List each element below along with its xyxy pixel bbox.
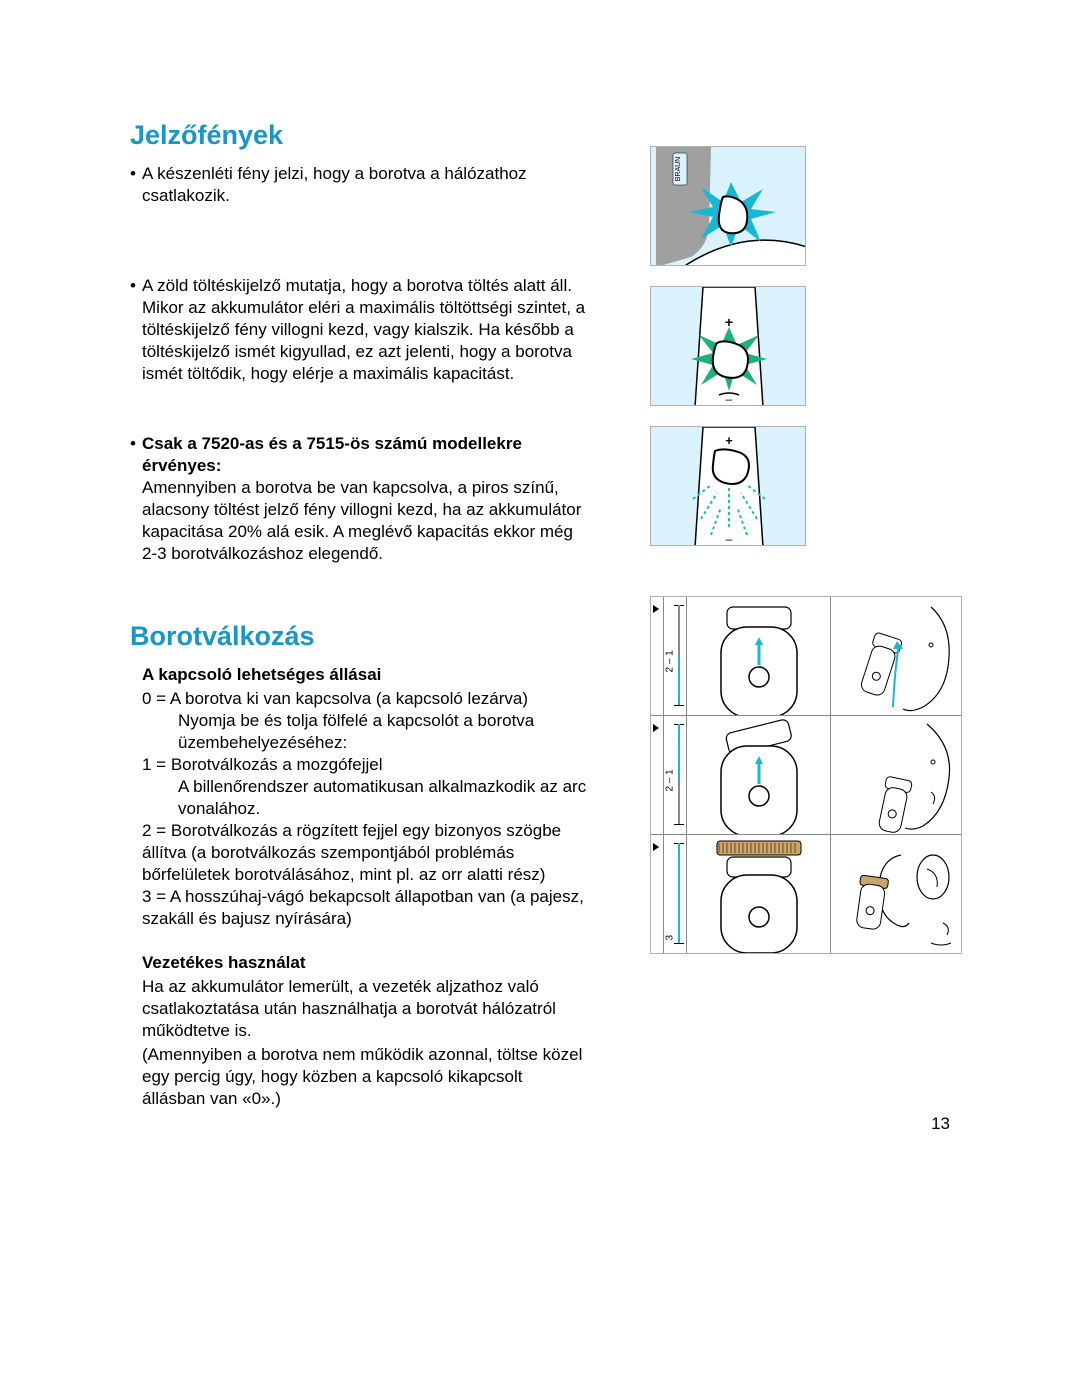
switch-position-1: 1 = Borotválkozás a mozgófejjel: [142, 754, 590, 776]
svg-text:–: –: [726, 392, 733, 406]
bullet-item: • A zöld töltéskijelző mutatja, hogy a b…: [130, 275, 590, 385]
page-number: 13: [931, 1114, 950, 1134]
scale-cell: 3: [664, 835, 687, 953]
scale-label: 2 – 1: [665, 769, 676, 791]
bullet-marker: •: [130, 275, 142, 385]
svg-text:BRAUN: BRAUN: [675, 157, 682, 182]
manual-page: Jelzőfények • A készenléti fény jelzi, h…: [0, 0, 1080, 1384]
switch-position-0: 0 = A borotva ki van kapcsolva (a kapcso…: [142, 688, 590, 710]
standby-indicator-illustration: BRAUN: [650, 146, 806, 266]
corded-subheading: Vezetékes használat: [142, 952, 590, 974]
switch-subheading: A kapcsoló lehetséges állásai: [142, 664, 590, 686]
grid-row: 2 – 1: [651, 597, 961, 716]
switch-text: 2 = Borotválkozás a rögzített fejjel egy…: [142, 820, 590, 886]
switch-text: 1 = Borotválkozás a mozgófejjel: [142, 754, 590, 776]
illustration-column: BRAUN + –: [650, 146, 960, 566]
gutter-cell: [651, 597, 664, 715]
switch-text: Nyomja be és tolja fölfelé a kapcsolót a…: [178, 710, 590, 754]
scale-label: 2 – 1: [665, 650, 676, 672]
bullet-text: Csak a 7520-as és a 7515-ös számú modell…: [142, 433, 590, 565]
charging-indicator-illustration: + –: [650, 286, 806, 406]
device-cell: [687, 597, 831, 715]
switch-position-3: 3 = A hosszúhaj-vágó bekapcsolt állapotb…: [142, 886, 590, 930]
gutter-cell: [651, 835, 664, 953]
corded-text-2: (Amennyiben a borotva nem működik azonna…: [142, 1044, 590, 1110]
face-cell: [831, 716, 961, 834]
gutter-cell: [651, 716, 664, 834]
scale-cell: 2 – 1: [664, 716, 687, 834]
switch-text: A billenőrendszer automatikusan alkalmaz…: [178, 776, 590, 820]
section-heading-shaving: Borotválkozás: [130, 621, 590, 652]
device-cell: [687, 835, 831, 953]
face-cell: [831, 597, 961, 715]
switch-position-2: 2 = Borotválkozás a rögzített fejjel egy…: [142, 820, 590, 886]
bullet-marker: •: [130, 163, 142, 207]
switch-text: 0 = A borotva ki van kapcsolva (a kapcso…: [142, 688, 590, 710]
bullet-item: • A készenléti fény jelzi, hogy a borotv…: [130, 163, 590, 207]
grid-row: 2 – 1: [651, 716, 961, 835]
device-cell: [687, 716, 831, 834]
low-charge-indicator-illustration: + –: [650, 426, 806, 546]
switch-positions-illustration: 2 – 1: [650, 596, 962, 954]
switch-position-1-detail: A billenőrendszer automatikusan alkalmaz…: [142, 776, 590, 820]
note-body: Amennyiben a borotva be van kapcsolva, a…: [142, 478, 581, 563]
corded-text-1: Ha az akkumulátor lemerült, a vezeték al…: [142, 976, 590, 1042]
face-cell: [831, 835, 961, 953]
scale-cell: 2 – 1: [664, 597, 687, 715]
switch-position-0-detail: Nyomja be és tolja fölfelé a kapcsolót a…: [142, 710, 590, 754]
note-heading: Csak a 7520-as és a 7515-ös számú modell…: [142, 434, 522, 475]
svg-text:–: –: [726, 532, 733, 546]
scale-label: 3: [665, 935, 676, 941]
svg-text:+: +: [725, 433, 733, 448]
bullet-text: A zöld töltéskijelző mutatja, hogy a bor…: [142, 275, 590, 385]
bullet-text: A készenléti fény jelzi, hogy a borotva …: [142, 163, 590, 207]
section-heading-indicators: Jelzőfények: [130, 120, 590, 151]
bullet-marker: •: [130, 433, 142, 565]
bullet-item: • Csak a 7520-as és a 7515-ös számú mode…: [130, 433, 590, 565]
grid-row: 3: [651, 835, 961, 953]
text-column: Jelzőfények • A készenléti fény jelzi, h…: [130, 120, 590, 1120]
switch-text: 3 = A hosszúhaj-vágó bekapcsolt állapotb…: [142, 886, 590, 930]
